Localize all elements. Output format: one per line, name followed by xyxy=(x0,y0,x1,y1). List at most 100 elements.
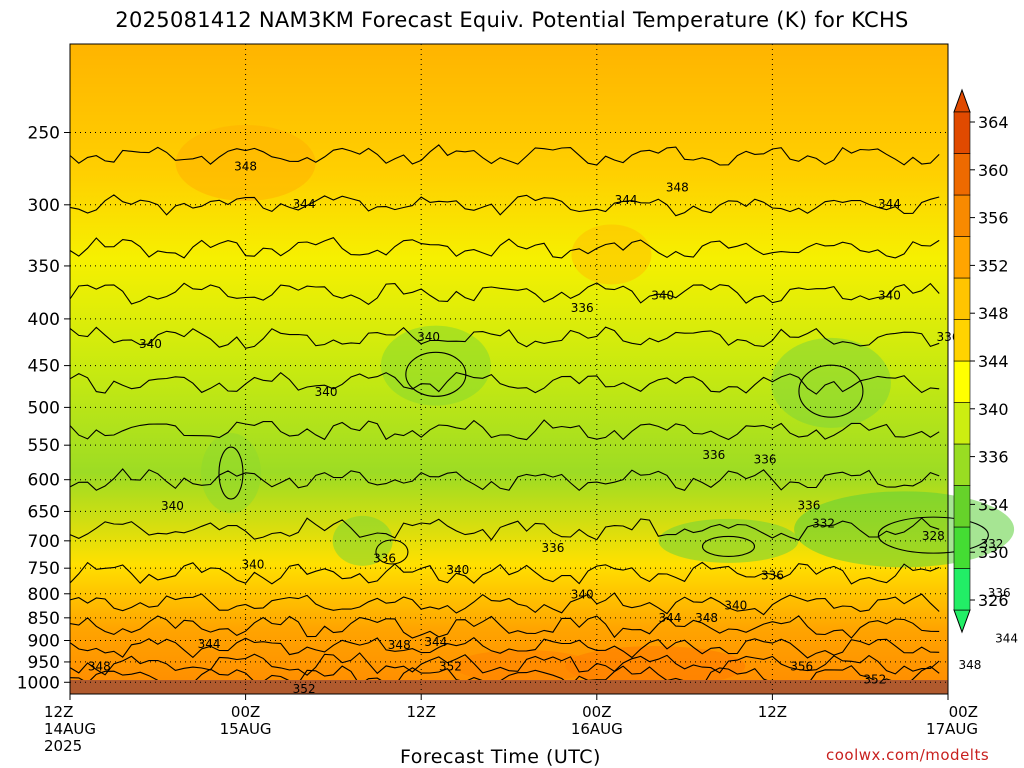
x-tick-label: 15AUG xyxy=(220,720,272,738)
x-tick-label: 00Z xyxy=(582,703,611,721)
x-tick-label: 14AUG xyxy=(44,720,96,738)
colorbar-tick-label: 340 xyxy=(978,400,1009,419)
x-tick-label: 2025 xyxy=(44,737,82,755)
contour-label: 344 xyxy=(615,193,638,207)
surface-ground xyxy=(70,680,948,694)
x-axis-label: Forecast Time (UTC) xyxy=(400,746,601,768)
colorbar-segment xyxy=(953,360,971,403)
y-tick-label: 950 xyxy=(28,653,60,673)
contour-label: 336 xyxy=(541,541,564,555)
contour-label: 332 xyxy=(980,537,1003,551)
contour-label: 340 xyxy=(651,288,674,302)
y-tick-label: 250 xyxy=(28,123,60,143)
y-tick-label: 500 xyxy=(28,398,60,418)
contour-label: 332 xyxy=(812,517,835,531)
contour-label: 336 xyxy=(988,586,1011,600)
x-tick-label: 12Z xyxy=(44,703,73,721)
x-tick-label: 00Z xyxy=(949,703,978,721)
contour-label: 344 xyxy=(424,635,447,649)
colorbar-segment xyxy=(953,194,971,237)
contour-label: 340 xyxy=(139,337,162,351)
source-credit: coolwx.com/modelts xyxy=(826,746,990,764)
contour-label: 340 xyxy=(417,330,440,344)
colorbar-tick-label: 336 xyxy=(978,448,1009,467)
colorbar-segment xyxy=(953,236,971,279)
y-tick-label: 700 xyxy=(28,532,60,552)
colorbar-tick-label: 334 xyxy=(978,495,1009,514)
y-tick-label: 450 xyxy=(28,357,60,377)
y-tick-label: 750 xyxy=(28,559,60,579)
colorbar-segment xyxy=(953,526,971,569)
contour-label: 340 xyxy=(315,385,338,399)
contour-lines xyxy=(69,144,989,688)
colorbar-tick-label: 360 xyxy=(978,161,1009,180)
contour-label: 348 xyxy=(958,658,981,672)
contour-label: 348 xyxy=(234,159,257,173)
plot-frame xyxy=(69,43,949,695)
contour-label: 328 xyxy=(922,529,945,543)
contour-label: 336 xyxy=(754,453,777,467)
y-tick-label: 400 xyxy=(28,310,60,330)
contour-label: 344 xyxy=(995,632,1018,646)
contour-label: 348 xyxy=(88,659,111,673)
contour-label: 336 xyxy=(571,301,594,315)
colorbar-segment xyxy=(953,277,971,320)
y-tick-label: 350 xyxy=(28,257,60,277)
colorbar-tick-label: 356 xyxy=(978,209,1009,228)
y-tick-label: 300 xyxy=(28,196,60,216)
y-tick-label: 800 xyxy=(28,585,60,605)
contour-label: 344 xyxy=(293,197,316,211)
contour-label: 340 xyxy=(724,598,747,612)
contour-label: 352 xyxy=(293,682,316,696)
contour-label: 336 xyxy=(702,448,725,462)
contour-label: 336 xyxy=(798,499,821,513)
chart-title: 2025081412 NAM3KM Forecast Equiv. Potent… xyxy=(115,8,909,32)
colorbar-segment xyxy=(953,402,971,445)
colorbar-segment xyxy=(953,568,971,611)
colorbar-tick-label: 348 xyxy=(978,304,1009,323)
x-tick-label: 16AUG xyxy=(571,720,623,738)
colorbar-min-arrow xyxy=(953,609,971,634)
y-tick-label: 1000 xyxy=(17,673,60,693)
y-tick-label: 900 xyxy=(28,631,60,651)
contour-label: 348 xyxy=(388,638,411,652)
x-tick-label: 12Z xyxy=(758,703,787,721)
colorbar-max-arrow xyxy=(953,88,971,113)
colorbar-tick-label: 352 xyxy=(978,256,1009,275)
contour-label: 340 xyxy=(161,499,184,513)
colorbar: 326 330 334 336 340 344 348 352 356 360 364 xyxy=(953,88,1009,634)
y-tick-label: 850 xyxy=(28,609,60,629)
colorbar-tick-label: 344 xyxy=(978,352,1009,371)
y-axis: 2503003504004505005506006507007508008509… xyxy=(17,123,70,693)
contour-label: 356 xyxy=(790,659,813,673)
colorbar-tick-label: 364 xyxy=(978,113,1009,132)
contour-label: 336 xyxy=(373,552,396,566)
x-tick-label: 17AUG xyxy=(926,720,978,738)
contour-label: 352 xyxy=(863,672,886,686)
colorbar-segment xyxy=(953,485,971,528)
contour-label: 348 xyxy=(695,611,718,625)
x-tick-label: 12Z xyxy=(407,703,436,721)
colorbar-segment xyxy=(953,319,971,362)
contour-label: 340 xyxy=(446,563,469,577)
contour-label: 340 xyxy=(241,558,264,572)
y-tick-label: 600 xyxy=(28,471,60,491)
contour-label: 344 xyxy=(198,637,221,651)
y-tick-label: 550 xyxy=(28,436,60,456)
contour-label: 344 xyxy=(878,197,901,211)
contour-label: 344 xyxy=(659,611,682,625)
colorbar-tick-label: 326 xyxy=(978,591,1009,610)
contour-label: 348 xyxy=(666,181,689,195)
colorbar-tick-label: 330 xyxy=(978,543,1009,562)
colorbar-segment xyxy=(953,111,971,154)
contour-label: 336 xyxy=(761,569,784,583)
contour-label: 340 xyxy=(571,587,594,601)
y-tick-label: 650 xyxy=(28,502,60,522)
colorbar-segment xyxy=(953,153,971,196)
contour-label: 340 xyxy=(878,288,901,302)
colorbar-segment xyxy=(953,443,971,486)
x-tick-label: 00Z xyxy=(231,703,260,721)
